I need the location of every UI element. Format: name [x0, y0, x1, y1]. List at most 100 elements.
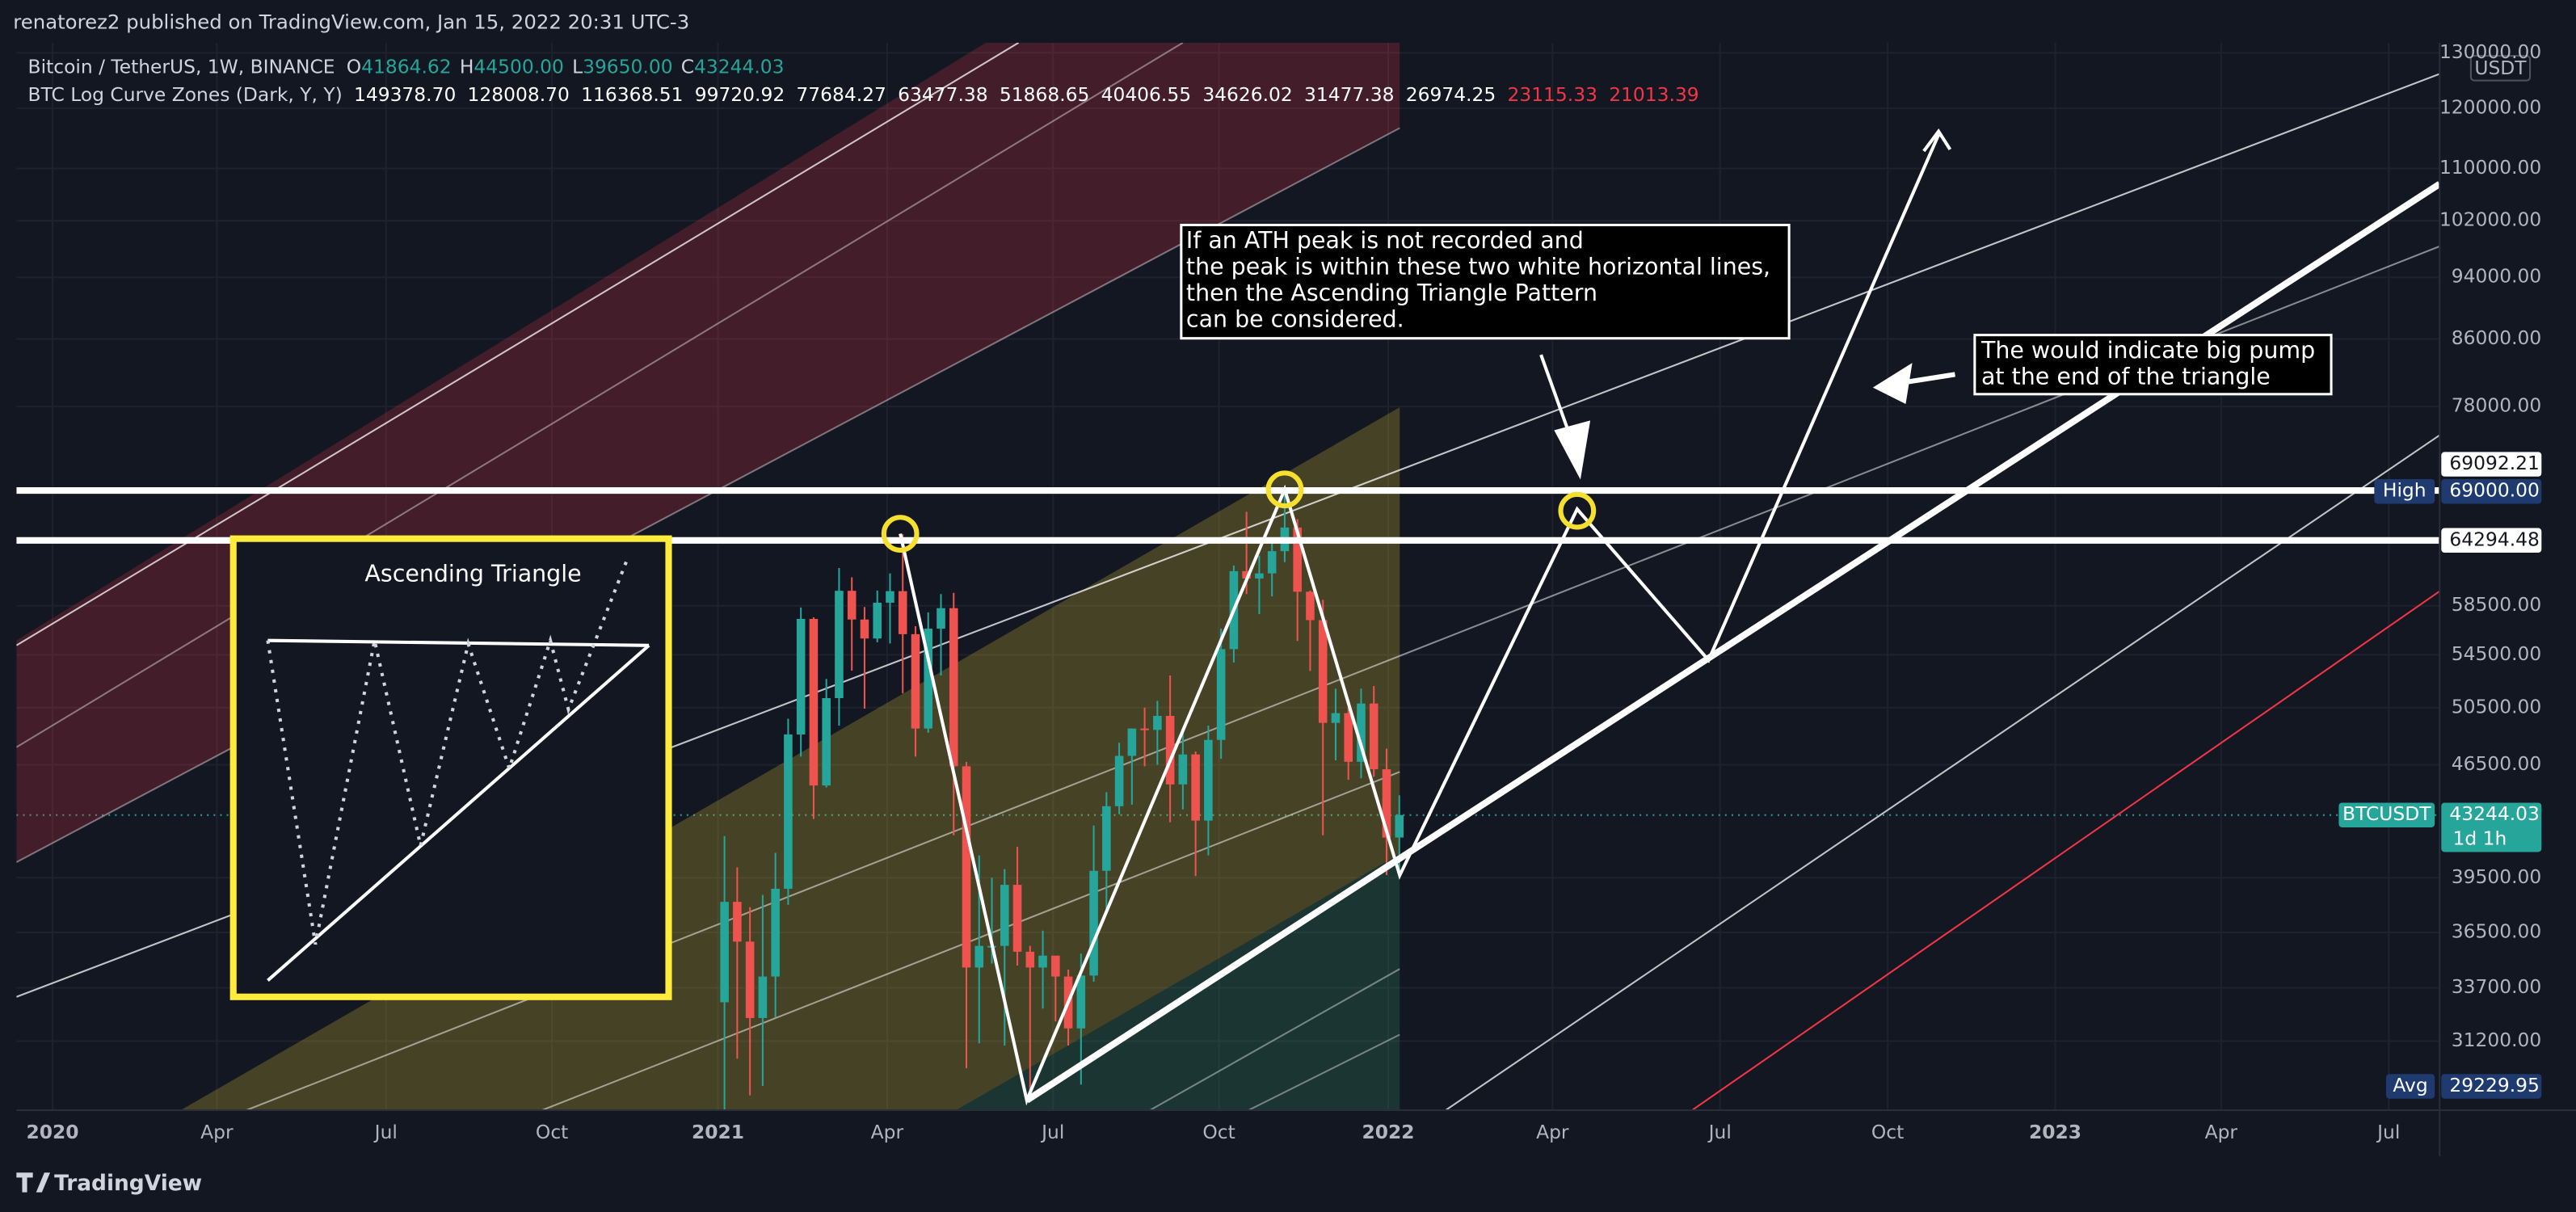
price-tag-countdown: 1d 1h	[2453, 827, 2507, 850]
candle-body	[1357, 703, 1366, 762]
price-tag-name: BTCUSDT	[2342, 802, 2431, 825]
candle-body	[1369, 703, 1378, 770]
price-tick-label: 54500.00	[2452, 642, 2541, 665]
price-tick-label: 120000.00	[2439, 95, 2541, 118]
curve-line	[16, 42, 1020, 646]
arrow-line	[1901, 372, 1955, 385]
price-tag-name-box	[2385, 1074, 2435, 1099]
time-tick-label: 2022	[1362, 1121, 1415, 1143]
brand: TradingView	[54, 1171, 202, 1196]
candle-body	[924, 629, 933, 729]
indicator-value: 77684.27	[796, 82, 886, 105]
price-tag-label: 43244.03	[2449, 802, 2539, 825]
peak-circles	[881, 470, 1597, 553]
price-tag	[2441, 452, 2542, 477]
time-tick-label: Apr	[200, 1121, 234, 1143]
candle-body	[860, 619, 869, 639]
candle-body	[937, 608, 945, 629]
price-tag-name-box	[2338, 802, 2435, 827]
ath-note-box	[1180, 223, 1791, 340]
candle-body	[1395, 814, 1404, 838]
candle-body	[873, 602, 882, 639]
time-tick-label: Apr	[871, 1121, 904, 1143]
curve-line	[16, 42, 1184, 748]
candle-body	[758, 976, 768, 1018]
candles	[720, 491, 1404, 1110]
arrowhead	[1922, 128, 1952, 153]
candle-body	[1140, 728, 1149, 730]
candle-body	[1153, 716, 1162, 730]
time-tick-label: Apr	[2205, 1121, 2238, 1143]
time-tick-label: Oct	[536, 1121, 568, 1143]
projection-path	[899, 133, 1940, 1106]
time-tick-label: Jul	[1707, 1121, 1732, 1143]
legend: Bitcoin / TetherUS, 1W, BINANCE O41864.62…	[28, 55, 1699, 106]
publisher: renatorez2 published on TradingView.com,…	[13, 10, 689, 33]
candle-body	[1025, 951, 1035, 968]
ohlc-value: 39650.00	[583, 55, 672, 78]
candle-body	[1242, 570, 1251, 579]
time-tick-label: Jul	[373, 1121, 398, 1143]
price-tick-label: 33700.00	[2452, 975, 2541, 998]
indicator-value: 21013.39	[1609, 82, 1698, 105]
price-tick-label: 102000.00	[2439, 208, 2541, 231]
ath-note-line: then the Ascending Triangle Pattern	[1186, 280, 1597, 306]
candle-body	[1178, 754, 1188, 785]
candle-body	[1012, 885, 1022, 952]
candle-body	[1293, 527, 1302, 592]
price-tag-label: 29229.95	[2449, 1074, 2539, 1096]
ohlc-label: C	[681, 55, 694, 78]
red-curve-line	[1691, 590, 2440, 1110]
candle-body	[745, 941, 755, 1018]
indicator-value: 23115.33	[1507, 82, 1597, 105]
price-tick-label: 58500.00	[2452, 593, 2541, 616]
price-tag-label: 69000.00	[2449, 479, 2539, 502]
candle-body	[1344, 713, 1353, 762]
price-tag-name-box	[2374, 478, 2435, 504]
triangle-swings	[266, 558, 629, 945]
candle-body	[1216, 649, 1226, 740]
candle-body	[898, 591, 907, 634]
candle-body	[720, 902, 729, 1003]
indicator-value: 149378.70	[354, 82, 456, 105]
candle-body	[1076, 975, 1086, 1029]
indicator-value: 31477.38	[1304, 82, 1394, 105]
candle-body	[1204, 739, 1213, 821]
indicator-value: 99720.92	[695, 82, 785, 105]
price-tick-label: 36500.00	[2452, 920, 2541, 943]
triangle-base	[267, 644, 650, 982]
footer	[0, 1159, 2576, 1212]
candle-body	[1038, 955, 1047, 968]
candle-body	[962, 766, 971, 968]
price-tick-label: 78000.00	[2452, 394, 2541, 417]
price-tick-label: 46500.00	[2452, 752, 2541, 775]
price-tag	[2441, 802, 2542, 852]
pump-note-line: The would indicate big pump	[1980, 337, 2315, 364]
candle-body	[1331, 713, 1341, 723]
price-tag-label: 69092.21	[2449, 452, 2539, 474]
legend-symbol-line: Bitcoin / TetherUS, 1W, BINANCE O41864.62…	[28, 55, 785, 78]
candle-body	[771, 888, 780, 977]
pump-note-box	[1973, 334, 2333, 396]
time-tick-label: Oct	[1871, 1121, 1904, 1143]
curve-line	[1149, 968, 1400, 1110]
ath-note-line: can be considered.	[1186, 305, 1404, 332]
indicator-value: 51868.65	[1000, 82, 1089, 105]
candle-body	[1318, 620, 1328, 723]
ath-note-line: If an ATH peak is not recorded and	[1186, 227, 1584, 254]
time-tick-label: Jul	[2376, 1121, 2400, 1143]
price-tag	[2441, 1074, 2542, 1099]
price-tag	[2441, 528, 2542, 553]
candle-body	[784, 734, 793, 889]
green-zone	[956, 853, 1400, 1110]
triangle-box	[229, 535, 672, 1000]
triangle-title: Ascending Triangle	[364, 560, 581, 587]
candle-body	[1306, 591, 1315, 621]
time-tick-label: 2023	[2029, 1121, 2081, 1143]
candle-body	[1127, 728, 1137, 756]
ohlc-value: 43244.03	[694, 55, 784, 78]
drawings: Ascending Triangle If an ATH peak is not…	[16, 42, 2440, 1110]
